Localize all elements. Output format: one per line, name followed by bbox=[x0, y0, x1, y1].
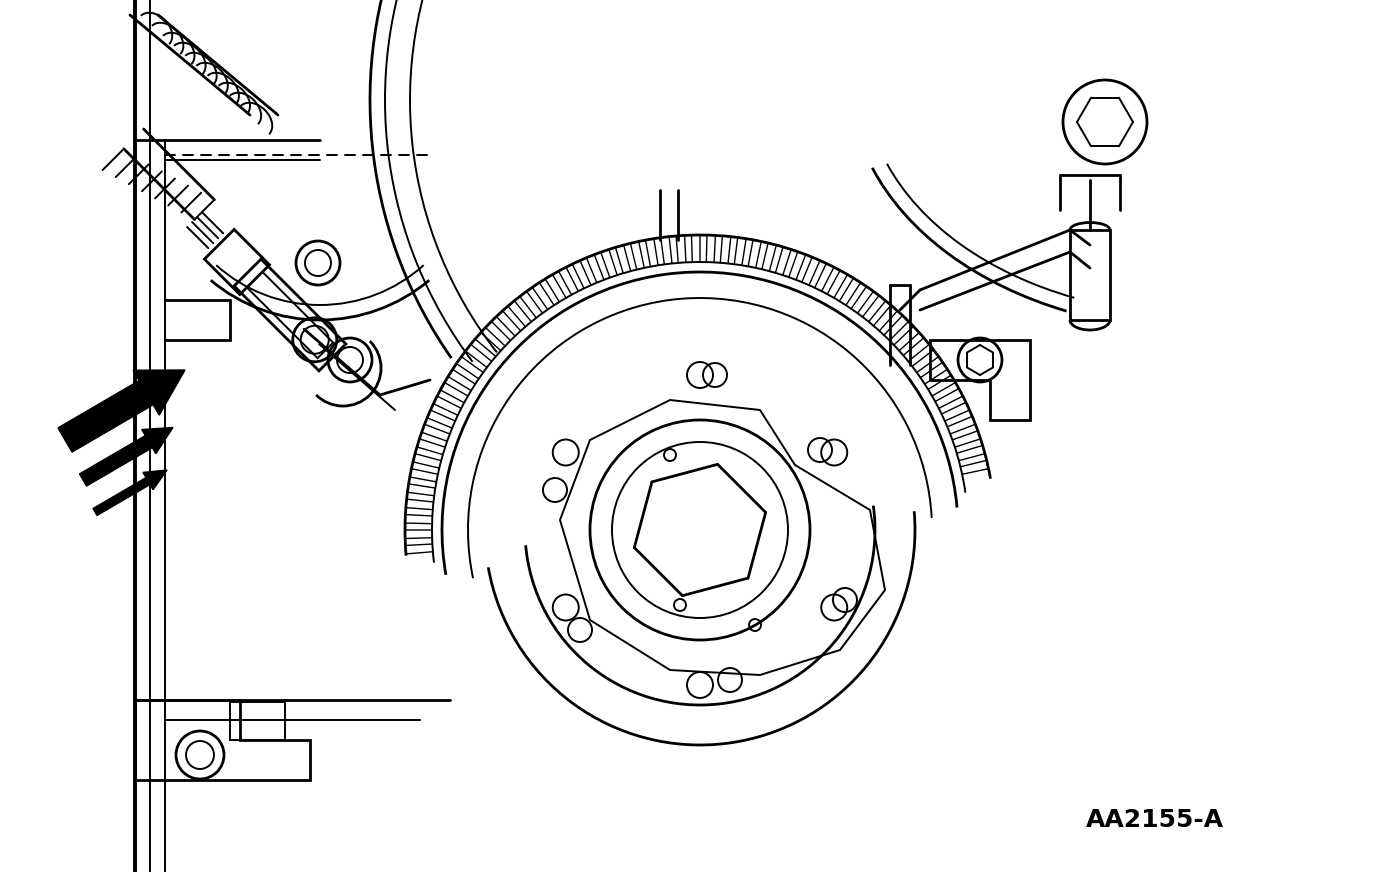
FancyArrow shape bbox=[93, 470, 167, 515]
Bar bbox=[230, 702, 286, 740]
Text: AA2155-A: AA2155-A bbox=[1087, 808, 1224, 832]
FancyArrow shape bbox=[59, 370, 185, 452]
FancyArrow shape bbox=[79, 427, 173, 486]
